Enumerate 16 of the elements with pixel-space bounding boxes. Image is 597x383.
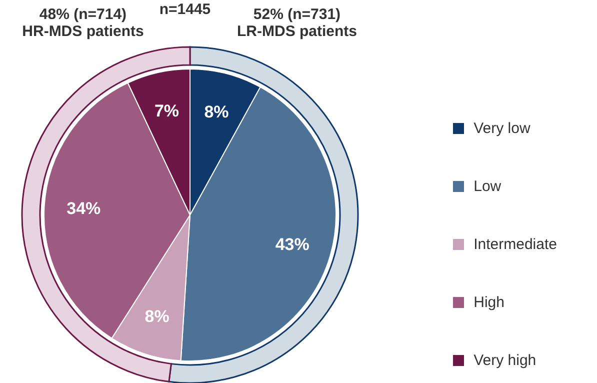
legend-label: High: [474, 294, 504, 310]
data-label: 52% (n=731): [253, 6, 341, 23]
legend-label: Very low: [474, 120, 530, 136]
data-label: 43%: [275, 235, 310, 254]
chart-title: n=1445: [159, 1, 211, 18]
data-label: 34%: [66, 198, 101, 218]
legend-label: Intermediate: [474, 236, 557, 252]
data-label: 8%: [204, 102, 229, 122]
data-label: 8%: [144, 306, 170, 326]
slice-label: HR-MDS patients: [22, 23, 144, 40]
legend-label: Low: [474, 178, 502, 194]
data-label: 7%: [154, 102, 180, 121]
legend-label: Very high: [474, 352, 536, 368]
donut-slice: [22, 46, 191, 382]
slice-label: LR-MDS patients: [237, 23, 357, 40]
data-label: 48% (n=714): [39, 6, 127, 23]
